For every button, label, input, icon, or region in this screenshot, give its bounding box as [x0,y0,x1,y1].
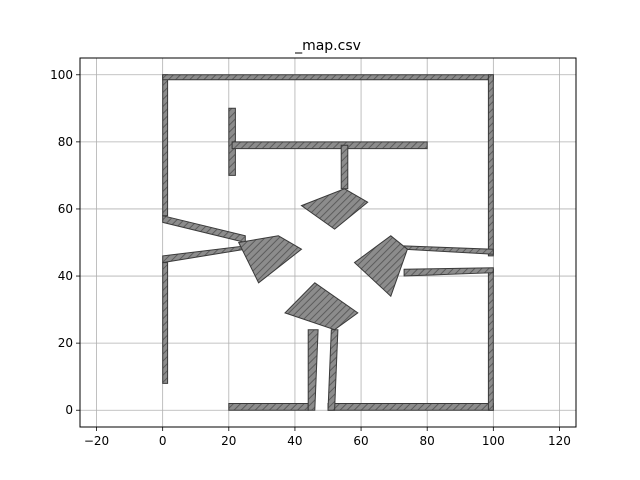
x-tick-label: 100 [482,434,505,448]
obstacle-polygon-18 [284,282,359,331]
obstacle-polygon-6 [487,74,494,257]
y-tick-label: 0 [65,403,73,417]
obstacle-polygon-16 [237,235,303,284]
y-tick-label: 40 [58,269,73,283]
x-axis: −20 0 20 40 60 80 100 120 [84,427,571,448]
obstacle-polygon-3 [162,215,246,244]
obstacle-polygon-1 [162,262,169,384]
y-tick-label: 100 [50,68,73,82]
y-tick-label: 60 [58,202,73,216]
y-tick-label: 80 [58,135,73,149]
obstacle-polygon-15 [403,245,494,255]
obstacle-polygon-12 [327,403,494,411]
x-tick-label: 0 [159,434,167,448]
map-obstacles [162,74,494,411]
grid [80,58,576,427]
x-tick-label: 80 [420,434,435,448]
chart-title: _map.csv [294,38,361,54]
obstacle-polygon-11 [228,403,309,411]
obstacle-polygon-5 [162,74,494,81]
obstacle-polygon-10 [300,188,369,230]
obstacle-polygon-19 [307,329,319,411]
x-tick-label: −20 [84,434,109,448]
y-axis: 0 20 40 60 80 100 [50,68,80,417]
obstacle-polygon-20 [327,329,339,411]
obstacle-polygon-8 [231,141,428,150]
y-tick-label: 20 [58,336,73,350]
x-tick-label: 40 [287,434,302,448]
obstacle-polygon-14 [403,267,494,277]
obstacle-polygon-2 [162,245,246,264]
obstacle-polygon-4 [162,74,169,217]
x-tick-label: 20 [221,434,236,448]
obstacle-polygon-9 [340,144,349,190]
plot-area-frame [79,57,577,428]
x-tick-label: 60 [353,434,368,448]
obstacle-polygon-13 [487,268,494,411]
x-tick-label: 120 [548,434,571,448]
obstacle-polygon-17 [353,235,408,298]
